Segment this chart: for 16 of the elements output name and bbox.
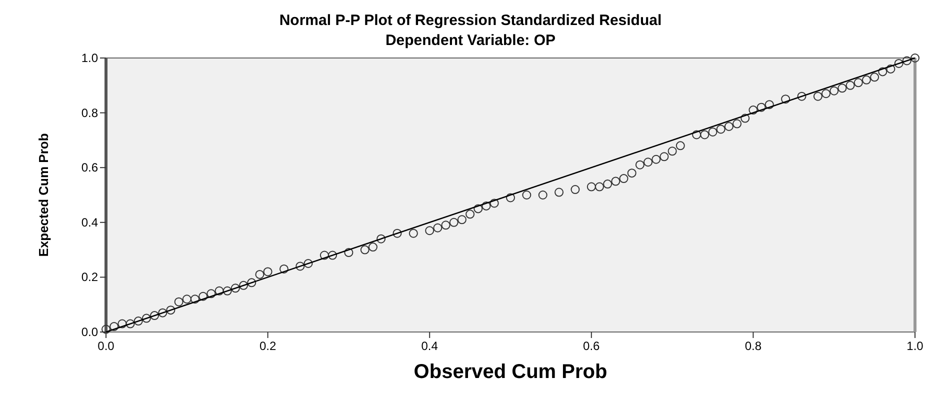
x-tick-label: 0.6 — [583, 339, 600, 353]
y-tick-label: 0.8 — [81, 106, 98, 120]
chart-title: Normal P-P Plot of Regression Standardized Residual — [279, 12, 662, 29]
y-axis-title: Expected Cum Prob — [36, 133, 51, 257]
x-tick-label: 1.0 — [906, 339, 924, 353]
x-tick-label: 0.4 — [421, 339, 438, 353]
y-tick-label: 0.0 — [81, 325, 98, 339]
chart-subtitle: Dependent Variable: OP — [385, 32, 556, 49]
y-tick-label: 0.2 — [81, 270, 98, 284]
y-tick-label: 1.0 — [81, 51, 98, 65]
x-axis-title: Observed Cum Prob — [414, 361, 608, 383]
x-tick-label: 0.8 — [744, 339, 762, 353]
x-tick-label: 0.0 — [98, 339, 115, 353]
y-tick-label: 0.6 — [81, 160, 98, 175]
y-tick-label: 0.4 — [81, 215, 98, 230]
x-tick-label: 0.2 — [259, 339, 276, 353]
